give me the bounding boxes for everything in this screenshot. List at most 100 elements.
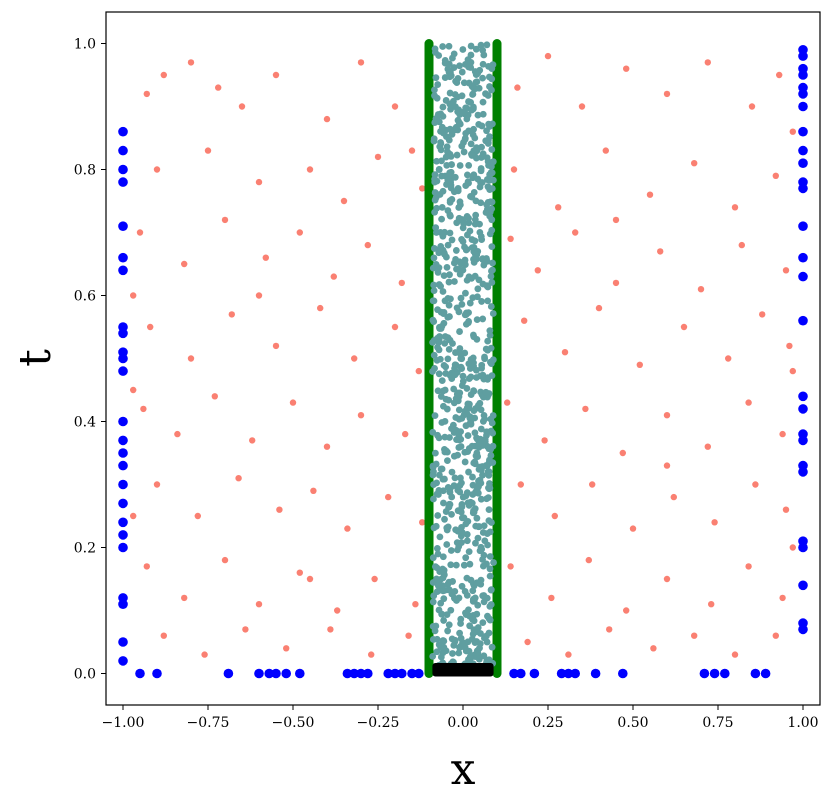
- interior-point: [446, 73, 454, 81]
- collocation-point: [357, 412, 365, 419]
- collocation-point: [555, 204, 562, 211]
- collocation-point: [657, 248, 664, 255]
- interior-point: [446, 313, 453, 320]
- collocation-point: [507, 563, 514, 570]
- interior-point: [455, 204, 463, 211]
- boundary-point: [798, 435, 808, 446]
- interior-point: [489, 310, 497, 317]
- collocation-point: [289, 399, 297, 406]
- interior-point: [441, 250, 448, 258]
- collocation-point: [317, 304, 324, 312]
- interior-point: [487, 586, 495, 594]
- boundary-point: [798, 315, 808, 326]
- interior-point: [433, 564, 441, 572]
- collocation-point: [786, 342, 793, 350]
- collocation-point: [405, 632, 412, 639]
- interior-point: [456, 629, 464, 637]
- interior-point: [462, 609, 469, 617]
- interior-point: [445, 621, 453, 629]
- interior-point: [436, 576, 444, 583]
- boundary-point: [118, 599, 128, 609]
- interior-point: [488, 216, 496, 224]
- interior-point: [481, 415, 488, 423]
- collocation-point: [283, 645, 290, 652]
- interior-point: [429, 598, 437, 606]
- boundary-point: [798, 70, 808, 80]
- interior-point: [466, 299, 474, 307]
- interior-point: [479, 315, 487, 323]
- boundary-point: [118, 366, 128, 376]
- interior-point: [459, 46, 467, 53]
- collocation-point: [541, 437, 548, 444]
- interior-point: [479, 110, 487, 118]
- collocation-point: [636, 361, 643, 368]
- interior-point: [486, 176, 494, 184]
- interior-point: [458, 108, 466, 116]
- interior-point: [458, 142, 466, 150]
- boundary-point: [349, 668, 360, 679]
- interior-point: [479, 471, 486, 479]
- boundary-point: [383, 668, 394, 679]
- interior-point: [464, 499, 472, 507]
- interior-point: [452, 526, 460, 534]
- interior-point: [430, 351, 438, 359]
- interior-point: [447, 561, 455, 569]
- interior-point: [473, 154, 480, 162]
- interior-point: [476, 476, 484, 484]
- interior-point: [470, 507, 477, 515]
- collocation-point: [187, 59, 195, 66]
- collocation-point: [174, 430, 181, 438]
- collocation-point: [725, 355, 732, 362]
- interior-point: [459, 372, 467, 380]
- collocation-point: [276, 506, 283, 513]
- collocation-point: [181, 594, 188, 602]
- interior-point: [457, 294, 465, 302]
- interior-point: [431, 412, 439, 419]
- boundary-point: [281, 668, 292, 679]
- interior-point: [430, 468, 437, 476]
- interior-point: [459, 493, 467, 501]
- interior-point: [442, 153, 450, 161]
- collocation-point: [323, 115, 331, 123]
- interior-point: [486, 208, 494, 216]
- collocation-point: [623, 607, 630, 614]
- interior-point: [455, 649, 463, 657]
- collocation-point: [235, 475, 242, 482]
- interior-point: [446, 125, 454, 133]
- interior-point: [486, 616, 494, 624]
- collocation-point: [551, 512, 558, 520]
- interior-point: [462, 311, 470, 318]
- interior-point: [479, 619, 487, 627]
- interior-point: [488, 185, 496, 192]
- boundary-point: [356, 668, 366, 679]
- collocation-point: [296, 569, 303, 576]
- collocation-point: [650, 645, 657, 652]
- collocation-point: [704, 443, 711, 450]
- collocation-point: [327, 626, 334, 633]
- interior-point: [486, 565, 494, 573]
- interior-point: [479, 74, 486, 82]
- collocation-point: [408, 147, 416, 154]
- collocation-point: [510, 166, 518, 173]
- collocation-point: [602, 147, 609, 154]
- interior-point: [438, 582, 446, 590]
- boundary-point: [135, 668, 145, 679]
- collocation-series: [130, 52, 796, 658]
- interior-point: [474, 402, 482, 409]
- interior-point: [489, 459, 497, 466]
- collocation-point: [228, 311, 235, 318]
- interior-point: [473, 147, 481, 154]
- boundary-point: [570, 668, 580, 679]
- interior-point: [479, 562, 487, 570]
- boundary-point: [118, 448, 128, 458]
- y-tick-label: 0.2: [74, 541, 96, 557]
- interior-point: [457, 620, 464, 627]
- boundary-point: [618, 668, 628, 679]
- interior-point: [435, 370, 443, 378]
- interior-point: [453, 151, 461, 159]
- interior-point: [465, 445, 473, 452]
- interior-point: [445, 278, 453, 286]
- interior-point: [478, 463, 486, 470]
- interior-point: [472, 45, 480, 53]
- interior-point: [448, 510, 455, 518]
